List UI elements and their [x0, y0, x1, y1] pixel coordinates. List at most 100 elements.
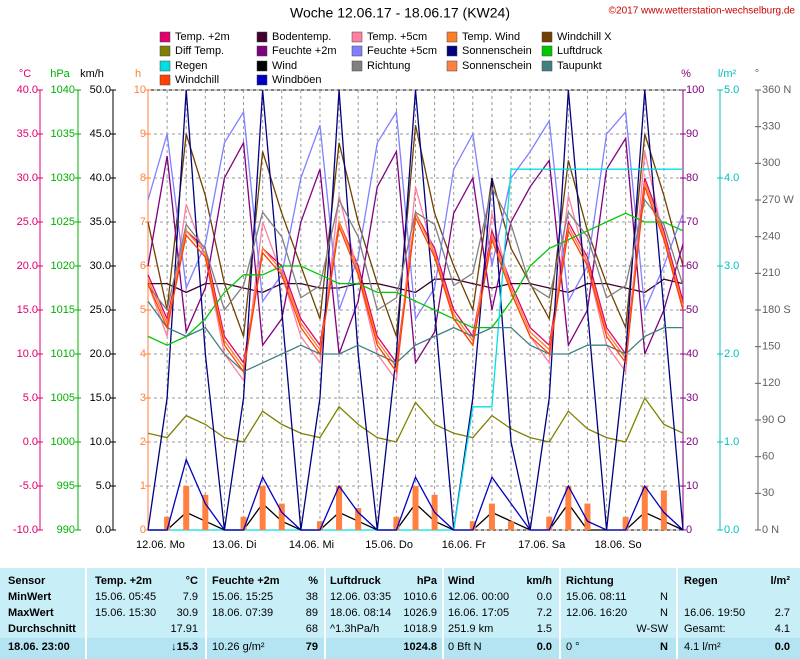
- table-cell: 1.5: [537, 623, 552, 635]
- y-tick-label: -10.0: [13, 524, 38, 536]
- y-tick-label: 1030: [51, 172, 75, 184]
- y-tick-label: 180 S: [762, 304, 791, 316]
- y-tick-label: 0.0: [23, 436, 38, 448]
- table-cell: Temp. +2m: [95, 575, 152, 587]
- y-tick-label: 25.0: [17, 216, 38, 228]
- table-cell: %: [308, 575, 318, 587]
- y-tick-label: 0 N: [762, 524, 779, 536]
- axis-unit: °C: [19, 68, 31, 80]
- table-cell: 7.9: [183, 591, 198, 603]
- bar: [584, 503, 591, 530]
- table-cell: 1026.9: [403, 607, 437, 619]
- table-cell: 79: [306, 641, 318, 653]
- y-tick-label: 80: [686, 172, 698, 184]
- legend-swatch: [541, 31, 553, 43]
- y-tick-label: 10: [134, 84, 146, 96]
- table-cell: ↓15.3: [171, 641, 198, 653]
- y-tick-label: 1000: [51, 436, 75, 448]
- y-tick-label: 40: [686, 348, 698, 360]
- y-tick-label: 120: [762, 377, 780, 389]
- y-tick-label: 6: [140, 260, 146, 272]
- legend-swatch: [256, 45, 268, 57]
- y-tick-label: 20.0: [17, 260, 38, 272]
- y-tick-label: 25.0: [90, 304, 111, 316]
- table-cell: 0.0: [537, 641, 552, 653]
- axis-unit: h: [135, 68, 141, 80]
- bar: [393, 516, 400, 530]
- series-line: [147, 151, 684, 383]
- x-tick-label: 14.06. Mi: [289, 539, 334, 551]
- legend-swatch: [351, 45, 363, 57]
- y-tick-label: 4: [140, 348, 146, 360]
- legend-label: Temp. +2m: [175, 31, 230, 43]
- table-cell: 2.7: [775, 607, 790, 619]
- legend-label: Feuchte +2m: [272, 45, 337, 57]
- table-current-row: [0, 638, 800, 659]
- y-tick-label: 30: [762, 487, 774, 499]
- y-tick-label: 50.0: [90, 84, 111, 96]
- y-tick-label: 5.0: [96, 480, 111, 492]
- series-line: [148, 457, 684, 531]
- table-cell: Gesamt:: [684, 623, 726, 635]
- y-tick-label: 995: [57, 480, 75, 492]
- series-line: [147, 125, 684, 337]
- table-cell: 0.0: [537, 591, 552, 603]
- bar: [622, 516, 629, 530]
- table-cell: 16.06. 17:05: [448, 607, 509, 619]
- bar: [412, 486, 419, 530]
- y-tick-label: 20: [686, 436, 698, 448]
- legend-swatch: [351, 31, 363, 43]
- legend-label: Luftdruck: [557, 45, 603, 57]
- y-tick-label: 60: [686, 260, 698, 272]
- y-tick-label: 240: [762, 231, 780, 243]
- x-tick-label: 15.06. Do: [365, 539, 413, 551]
- table-cell: 0 °: [566, 641, 580, 653]
- y-tick-label: 0: [686, 524, 692, 536]
- y-tick-label: 8: [140, 172, 146, 184]
- y-tick-label: 3.0: [724, 260, 739, 272]
- series-line: [147, 185, 684, 312]
- table-cell: Wind: [448, 575, 475, 587]
- y-tick-label: 10: [686, 480, 698, 492]
- legend-swatch: [256, 31, 268, 43]
- bar: [469, 521, 476, 530]
- y-tick-label: 2: [140, 436, 146, 448]
- y-tick-label: 30: [686, 392, 698, 404]
- legend-label: Sonnenschein: [462, 45, 532, 57]
- legend-label: Sonnenschein: [462, 60, 532, 72]
- y-tick-label: 40.0: [90, 172, 111, 184]
- y-tick-label: 1: [140, 480, 146, 492]
- table-cell: 18.06. 08:14: [330, 607, 391, 619]
- bar: [240, 516, 247, 530]
- legend-swatch: [541, 45, 553, 57]
- series-line: [147, 212, 684, 346]
- table-cell: 0 Bft N: [448, 641, 482, 653]
- legend-label: Temp. Wind: [462, 31, 520, 43]
- legend-label: Feuchte +5cm: [367, 45, 437, 57]
- legend-label: Windchill X: [557, 31, 612, 43]
- y-tick-label: 330: [762, 121, 780, 133]
- legend-label: Wind: [272, 60, 297, 72]
- y-tick-label: 1010: [51, 348, 75, 360]
- legend-swatch: [256, 74, 268, 86]
- y-tick-label: 210: [762, 267, 780, 279]
- y-tick-label: 1015: [51, 304, 75, 316]
- legend-label: Taupunkt: [557, 60, 602, 72]
- bar: [259, 486, 266, 530]
- y-tick-label: 5.0: [23, 392, 38, 404]
- table-cell: 15.06. 15:30: [95, 607, 156, 619]
- y-tick-label: 40.0: [17, 84, 38, 96]
- y-tick-label: 10.0: [17, 348, 38, 360]
- legend-swatch: [446, 31, 458, 43]
- y-tick-label: 50: [686, 304, 698, 316]
- table-cell: Luftdruck: [330, 575, 382, 587]
- table-separators: [85, 568, 678, 659]
- table-cell: ^1.3hPa/h: [330, 623, 379, 635]
- y-tick-label: 3: [140, 392, 146, 404]
- series-line: [147, 300, 683, 373]
- table-cell: Richtung: [566, 575, 614, 587]
- table-cell: Sensor: [8, 575, 46, 587]
- legend-label: Windchill: [175, 74, 219, 86]
- table-cell: 7.2: [537, 607, 552, 619]
